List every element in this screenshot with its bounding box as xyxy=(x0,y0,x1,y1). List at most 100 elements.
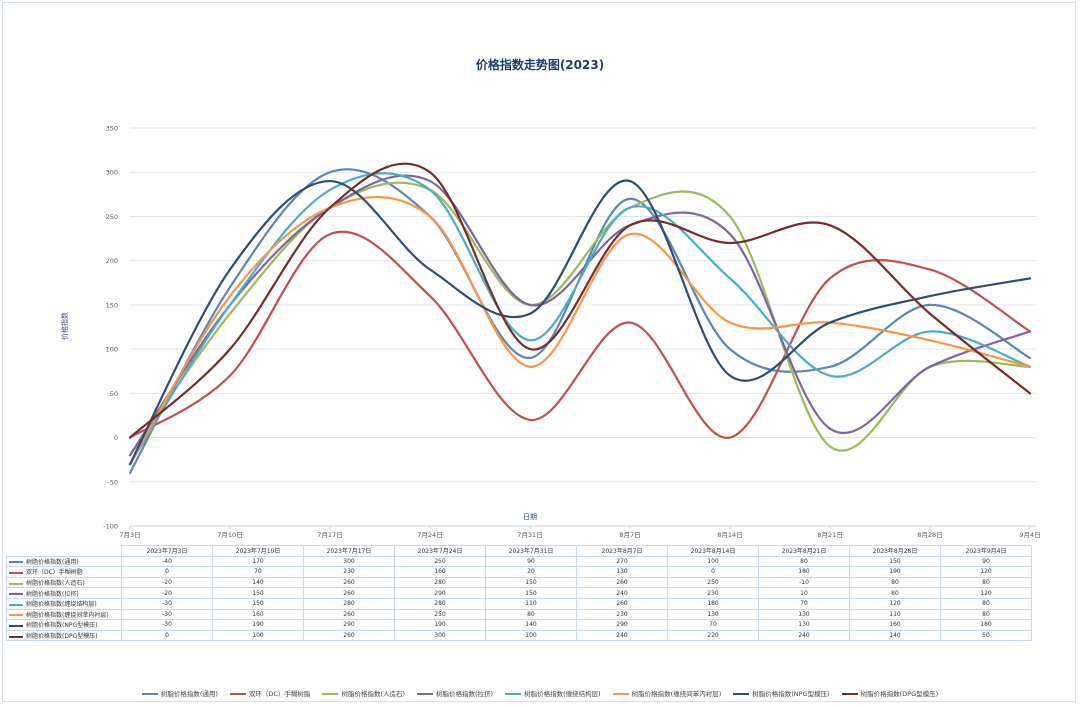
series-line-4 xyxy=(128,174,1032,457)
table-cell: 180 xyxy=(667,597,759,610)
table-cell: -20 xyxy=(121,587,213,599)
table-cell: 20 xyxy=(485,566,577,578)
series-line-2 xyxy=(128,230,1032,439)
table-date-header: 2023年7月24日 xyxy=(394,545,486,557)
table-cell: 260 xyxy=(303,608,395,621)
series-name: 双环（DC）手糊树脂 xyxy=(26,569,83,577)
table-cell: -30 xyxy=(121,608,213,621)
table-cell: 80 xyxy=(849,576,941,589)
y-tick-label: 50 xyxy=(110,390,118,398)
legend-label: 树脂价格指数(人造石) xyxy=(341,690,406,698)
legend-swatch xyxy=(733,693,750,695)
legend-item: 双环（DC）手糊树脂 xyxy=(229,688,311,698)
x-tick-label: 7月31日 xyxy=(517,531,542,539)
table-row: 树脂价格指数(通用) -40 170 300 250 90 270 100 80 150 90 xyxy=(6,555,1032,568)
table-cell: 150 xyxy=(212,597,304,610)
table-row: 树脂价格指数(人造石) -20 140 260 280 150 260 250 -10 80 80 xyxy=(6,576,1032,589)
series-swatch xyxy=(9,571,23,574)
table-cell: 230 xyxy=(667,587,759,599)
table-row: 树脂价格指数(NPG型模压) -30 190 290 190 140 290 70 130 160… xyxy=(6,619,1032,631)
series-line-8 xyxy=(128,162,1032,439)
series-swatch xyxy=(9,593,23,596)
series-name: 树脂价格指数(通用) xyxy=(26,558,79,566)
x-axis-label: 日期 xyxy=(523,513,537,521)
table-corner xyxy=(7,546,122,557)
table-cell: 260 xyxy=(303,629,395,642)
legend-swatch xyxy=(322,693,339,695)
series-name: 树脂价格指数(人造石) xyxy=(26,580,85,588)
table-cell: 260 xyxy=(303,587,395,599)
table-cell: 110 xyxy=(485,597,577,610)
table-cell: 260 xyxy=(576,597,668,610)
table-date-header: 2023年7月17日 xyxy=(303,545,395,557)
table-cell: 100 xyxy=(212,629,304,642)
table-date-header: 2023年8月7日 xyxy=(576,545,668,557)
legend: 树脂价格指数(通用) 双环（DC）手糊树脂 树脂价格指数(人造石) 树脂价格指数(拉挤… xyxy=(0,688,1080,698)
legend-swatch xyxy=(141,693,158,695)
legend-label: 双环（DC）手糊树脂 xyxy=(248,690,311,698)
table-cell: 150 xyxy=(485,587,577,599)
table-cell: 190 xyxy=(394,619,486,631)
table-cell: 170 xyxy=(212,555,304,568)
series-line-3 xyxy=(128,181,1032,457)
table-series-name: 树脂价格指数(缠绕结构层) xyxy=(6,597,122,610)
series-name: 树脂价格指数(缠绕结构层) xyxy=(26,601,97,609)
table-cell: 240 xyxy=(758,629,850,642)
series-swatch xyxy=(9,635,23,638)
table-cell: 120 xyxy=(940,587,1032,599)
table-cell: 160 xyxy=(212,608,304,621)
table-cell: 80 xyxy=(940,576,1032,589)
legend-swatch xyxy=(229,693,246,695)
table-series-name: 树脂价格指数(人造石) xyxy=(6,576,122,589)
table-cell: 0 xyxy=(121,566,213,578)
series-swatch xyxy=(9,561,23,564)
table-cell: 80 xyxy=(758,555,850,568)
table-series-name: 树脂价格指数(缠绕间苯内衬层) xyxy=(6,608,122,621)
table-cell: 10 xyxy=(758,587,850,599)
series-name: 树脂价格指数(DPG型模压) xyxy=(26,633,98,641)
table-cell: -30 xyxy=(121,597,213,610)
table-cell: 70 xyxy=(758,597,850,610)
table-cell: 120 xyxy=(849,597,941,610)
x-tick-label: 8月14日 xyxy=(717,531,742,539)
table-cell: 230 xyxy=(303,566,395,578)
table-cell: 190 xyxy=(849,566,941,578)
table-cell: 290 xyxy=(576,619,668,631)
legend-item: 树脂价格指数(缠绕间苯内衬层) xyxy=(612,688,721,698)
table-cell: 270 xyxy=(576,555,668,568)
table-cell: 90 xyxy=(940,555,1032,568)
table-cell: 250 xyxy=(394,555,486,568)
table-cell: 130 xyxy=(758,608,850,621)
table-cell: 300 xyxy=(394,629,486,642)
table-date-header: 2023年8月14日 xyxy=(667,545,759,557)
legend-item: 树脂价格指数(拉挤) xyxy=(417,688,493,698)
table-cell: 130 xyxy=(758,619,850,631)
chart-title: 价格指数走势图(2023) xyxy=(475,58,605,72)
table-cell: 130 xyxy=(576,566,668,578)
y-tick-label: 300 xyxy=(106,169,118,177)
series-swatch xyxy=(9,614,23,617)
table-cell: 70 xyxy=(667,619,759,631)
table-cell: 300 xyxy=(303,555,395,568)
table-cell: 90 xyxy=(485,555,577,568)
table-header-row: 2023年7月3日 2023年7月10日 2023年7月17日 2023年7月24日 2… xyxy=(7,545,1032,557)
table-series-name: 树脂价格指数(拉挤) xyxy=(6,587,122,599)
table-row: 树脂价格指数(缠绕结构层) -30 150 280 280 110 260 180 70 120 8… xyxy=(6,597,1032,610)
table-cell: 290 xyxy=(303,619,395,631)
x-tick-label: 7月10日 xyxy=(217,531,242,539)
table-cell: 140 xyxy=(212,576,304,589)
table-cell: 120 xyxy=(940,566,1032,578)
table-cell: 0 xyxy=(667,566,759,578)
table-date-header: 2023年7月10日 xyxy=(212,545,304,557)
y-tick-label: 350 xyxy=(106,125,118,133)
table-cell: 140 xyxy=(485,619,577,631)
table-cell: 100 xyxy=(667,555,759,568)
legend-item: 树脂价格指数(缠绕结构层) xyxy=(505,688,601,698)
table-series-name: 双环（DC）手糊树脂 xyxy=(6,566,122,578)
table-cell: 80 xyxy=(849,587,941,599)
table-cell: 250 xyxy=(667,576,759,589)
y-tick-label: 0 xyxy=(114,434,118,442)
series-line-7 xyxy=(128,179,1032,466)
